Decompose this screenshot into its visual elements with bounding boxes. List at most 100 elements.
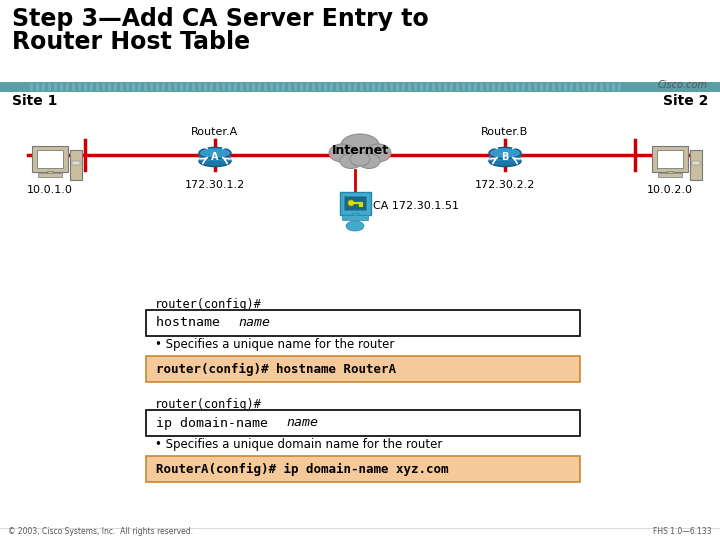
FancyBboxPatch shape — [102, 83, 105, 91]
FancyBboxPatch shape — [186, 83, 189, 91]
FancyBboxPatch shape — [216, 83, 219, 91]
FancyBboxPatch shape — [258, 83, 261, 91]
FancyBboxPatch shape — [0, 82, 720, 92]
FancyBboxPatch shape — [318, 83, 321, 91]
Ellipse shape — [365, 144, 391, 162]
FancyBboxPatch shape — [558, 83, 561, 91]
Text: Router.B: Router.B — [482, 127, 528, 137]
FancyBboxPatch shape — [426, 83, 429, 91]
FancyBboxPatch shape — [486, 83, 489, 91]
FancyBboxPatch shape — [498, 83, 501, 91]
Bar — [692, 161, 700, 165]
FancyBboxPatch shape — [582, 83, 585, 91]
FancyBboxPatch shape — [146, 456, 580, 482]
FancyBboxPatch shape — [36, 83, 39, 91]
Ellipse shape — [199, 147, 231, 159]
FancyBboxPatch shape — [42, 83, 45, 91]
FancyBboxPatch shape — [228, 83, 231, 91]
FancyBboxPatch shape — [282, 83, 285, 91]
Bar — [658, 173, 682, 177]
FancyBboxPatch shape — [396, 83, 399, 91]
FancyBboxPatch shape — [120, 83, 123, 91]
FancyBboxPatch shape — [606, 83, 609, 91]
FancyBboxPatch shape — [108, 83, 111, 91]
FancyBboxPatch shape — [354, 83, 357, 91]
FancyBboxPatch shape — [162, 83, 165, 91]
FancyBboxPatch shape — [492, 83, 495, 91]
Text: Site 1: Site 1 — [12, 94, 58, 108]
FancyBboxPatch shape — [240, 83, 243, 91]
FancyBboxPatch shape — [234, 83, 237, 91]
FancyBboxPatch shape — [66, 83, 69, 91]
FancyBboxPatch shape — [210, 83, 213, 91]
FancyBboxPatch shape — [534, 83, 537, 91]
Circle shape — [348, 200, 354, 206]
Bar — [72, 161, 80, 165]
Text: ip domain-name: ip domain-name — [156, 416, 276, 429]
FancyBboxPatch shape — [204, 83, 207, 91]
FancyBboxPatch shape — [348, 83, 351, 91]
FancyBboxPatch shape — [264, 83, 267, 91]
FancyBboxPatch shape — [90, 83, 93, 91]
FancyBboxPatch shape — [312, 83, 315, 91]
FancyBboxPatch shape — [144, 83, 147, 91]
Ellipse shape — [340, 153, 362, 168]
FancyBboxPatch shape — [342, 83, 345, 91]
FancyBboxPatch shape — [612, 83, 615, 91]
Bar — [667, 171, 673, 174]
FancyBboxPatch shape — [174, 83, 177, 91]
Text: FHS 1.0—6.133: FHS 1.0—6.133 — [653, 528, 712, 537]
Text: name: name — [286, 416, 318, 429]
Text: © 2003, Cisco Systems, Inc.  All rights reserved.: © 2003, Cisco Systems, Inc. All rights r… — [8, 528, 193, 537]
FancyBboxPatch shape — [594, 83, 597, 91]
Text: • Specifies a unique name for the router: • Specifies a unique name for the router — [155, 338, 395, 351]
FancyBboxPatch shape — [360, 83, 363, 91]
FancyBboxPatch shape — [54, 83, 57, 91]
Text: Router.A: Router.A — [192, 127, 238, 137]
Text: • Specifies a unique domain name for the router: • Specifies a unique domain name for the… — [155, 438, 442, 451]
FancyBboxPatch shape — [366, 83, 369, 91]
Text: B: B — [501, 152, 509, 162]
Ellipse shape — [489, 156, 521, 167]
Ellipse shape — [350, 152, 370, 166]
FancyBboxPatch shape — [576, 83, 579, 91]
FancyBboxPatch shape — [336, 83, 339, 91]
FancyBboxPatch shape — [468, 83, 471, 91]
FancyBboxPatch shape — [564, 83, 567, 91]
Ellipse shape — [489, 147, 521, 159]
Text: router(config)#: router(config)# — [155, 298, 262, 311]
FancyBboxPatch shape — [199, 153, 231, 161]
FancyBboxPatch shape — [420, 83, 423, 91]
FancyBboxPatch shape — [402, 83, 405, 91]
Text: A: A — [211, 152, 219, 162]
FancyBboxPatch shape — [0, 0, 720, 85]
FancyBboxPatch shape — [37, 150, 63, 168]
FancyBboxPatch shape — [300, 83, 303, 91]
FancyBboxPatch shape — [72, 83, 75, 91]
FancyBboxPatch shape — [32, 146, 68, 172]
Text: router(config)# hostname RouterA: router(config)# hostname RouterA — [156, 362, 396, 375]
FancyBboxPatch shape — [600, 83, 603, 91]
FancyBboxPatch shape — [294, 83, 297, 91]
FancyBboxPatch shape — [546, 83, 549, 91]
FancyBboxPatch shape — [222, 83, 225, 91]
FancyBboxPatch shape — [126, 83, 129, 91]
Ellipse shape — [346, 221, 364, 231]
Bar — [38, 173, 62, 177]
Text: 10.0.2.0: 10.0.2.0 — [647, 185, 693, 195]
FancyBboxPatch shape — [444, 83, 447, 91]
Ellipse shape — [358, 153, 380, 168]
FancyBboxPatch shape — [340, 192, 371, 214]
Text: 172.30.2.2: 172.30.2.2 — [474, 180, 535, 190]
Text: Internet: Internet — [331, 145, 389, 158]
FancyBboxPatch shape — [474, 83, 477, 91]
Text: RouterA(config)# ip domain-name xyz.com: RouterA(config)# ip domain-name xyz.com — [156, 462, 449, 476]
FancyBboxPatch shape — [344, 196, 366, 210]
Ellipse shape — [199, 156, 231, 167]
Text: Site 2: Site 2 — [662, 94, 708, 108]
FancyBboxPatch shape — [114, 83, 117, 91]
Text: router(config)#: router(config)# — [155, 398, 262, 411]
FancyBboxPatch shape — [252, 83, 255, 91]
FancyBboxPatch shape — [480, 83, 483, 91]
FancyBboxPatch shape — [652, 146, 688, 172]
